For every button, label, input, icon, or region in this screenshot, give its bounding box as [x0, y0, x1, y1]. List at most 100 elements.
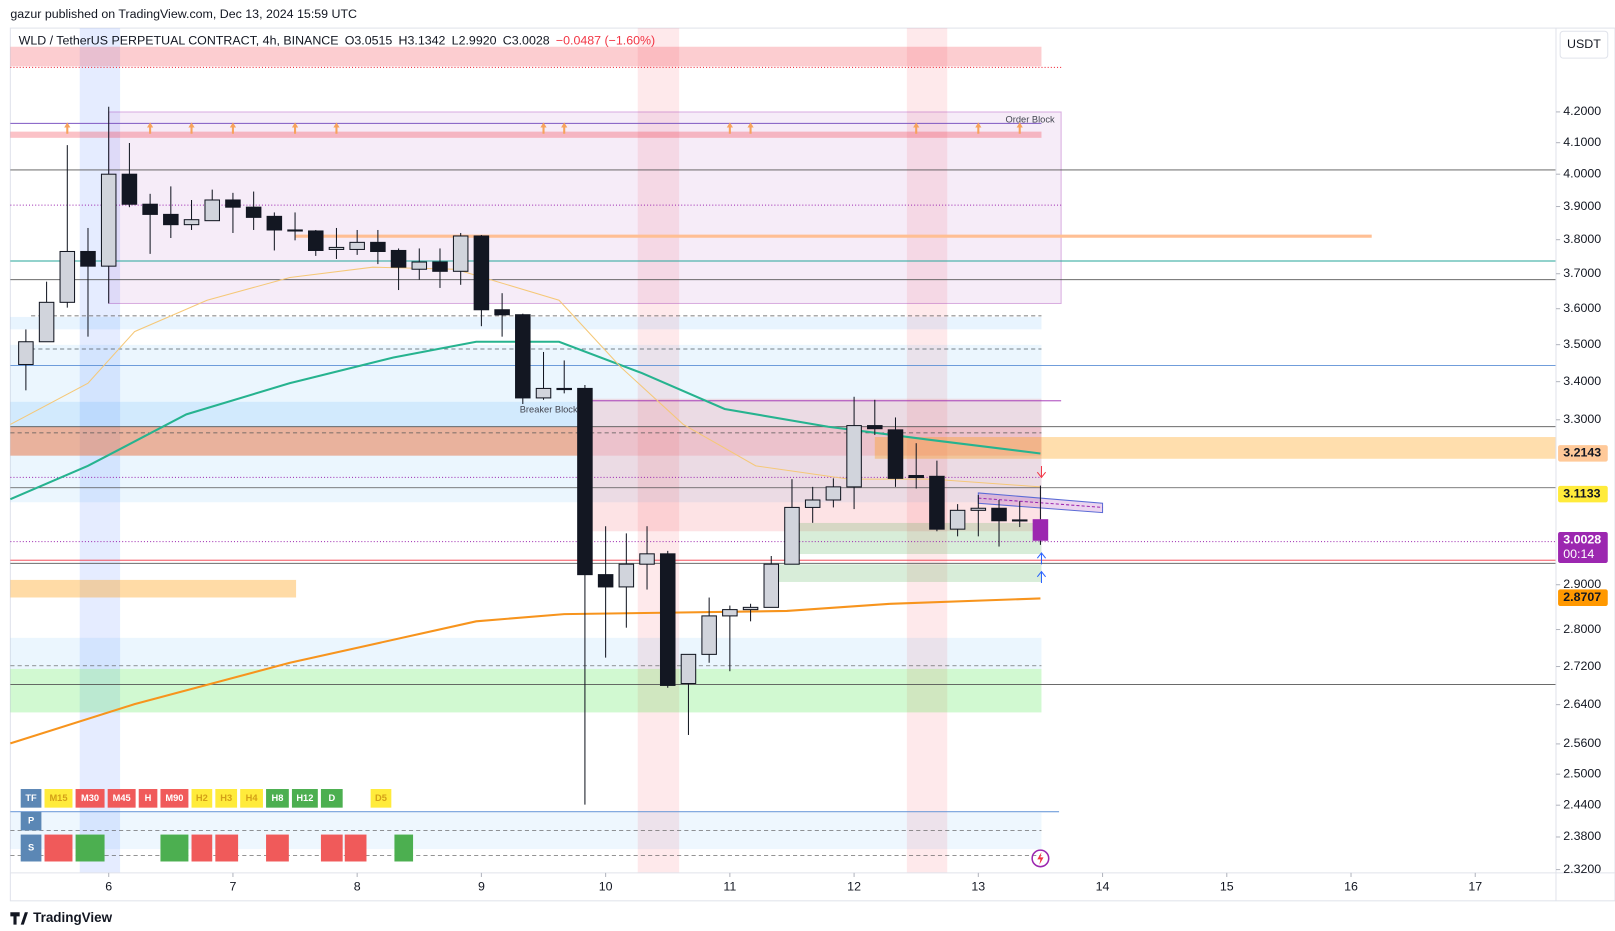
- tf-label: TF: [25, 793, 37, 803]
- tf-cell: [320, 789, 343, 808]
- tf-cell: [191, 789, 213, 808]
- candle-body: [825, 486, 842, 501]
- change: −0.0487 (−1.60%): [556, 34, 655, 48]
- annotation: Breaker Block: [520, 405, 578, 415]
- signal-cell: [44, 834, 73, 862]
- price-label-box: [1558, 531, 1608, 564]
- candle-body: [225, 199, 241, 208]
- candle-body: [639, 553, 655, 565]
- y-tick-label: 2.5600: [1563, 736, 1601, 750]
- close: C3.0028: [503, 34, 550, 48]
- zone: [10, 401, 585, 427]
- marker: [540, 122, 547, 134]
- candle-body: [59, 250, 76, 303]
- signal-cell: [344, 834, 367, 862]
- session-band: [906, 28, 948, 873]
- candle-body: [929, 475, 945, 530]
- arrow-up: [1036, 552, 1047, 584]
- marker: [64, 122, 71, 134]
- y-tick-label: 2.6400: [1563, 697, 1601, 711]
- marker: [726, 122, 733, 134]
- y-tick-label: 2.3200: [1563, 862, 1601, 876]
- candle-body: [577, 387, 593, 576]
- candle-body: [328, 246, 345, 250]
- signal-cell: [266, 834, 289, 862]
- tf-label: H4: [246, 793, 259, 803]
- icon-ring[interactable]: [1031, 849, 1050, 868]
- y-tick-label: 2.5000: [1563, 766, 1601, 780]
- tf-label: M45: [113, 793, 131, 803]
- tf-cell: [75, 789, 105, 808]
- price-label: 2.8707: [1563, 590, 1601, 604]
- price-label-box: [1558, 589, 1608, 606]
- tf-cell: [266, 789, 289, 808]
- candle-body: [204, 199, 220, 222]
- candle-body: [163, 213, 179, 226]
- zone: [10, 637, 1042, 669]
- marker: [229, 122, 237, 134]
- candle-body: [411, 261, 428, 270]
- candle-body: [142, 203, 158, 215]
- marker: [747, 122, 754, 134]
- candle-body: [597, 574, 614, 588]
- x-tick-label: 6: [105, 880, 112, 894]
- candle-body: [18, 341, 34, 366]
- candle-body: [763, 563, 780, 608]
- tf-cell: [107, 789, 136, 808]
- tf-label: H3: [220, 793, 232, 803]
- brand: TradingView: [33, 910, 112, 925]
- y-tick-label: 2.4400: [1563, 797, 1601, 811]
- candle-body: [784, 506, 800, 565]
- tf-cell: [370, 789, 392, 808]
- tf-label: D5: [375, 793, 387, 803]
- markers: [64, 122, 1023, 134]
- logo-icon: [10, 912, 28, 925]
- tf-cell: [291, 789, 318, 808]
- candle-body: [742, 606, 759, 611]
- marker: [913, 122, 920, 134]
- y-tick-label: 4.1000: [1563, 135, 1601, 149]
- zone: [10, 131, 1042, 138]
- y-tick-label: 2.3800: [1563, 829, 1601, 843]
- x-tick-label: 16: [1344, 880, 1358, 894]
- marker: [561, 122, 568, 134]
- candle-body: [701, 615, 717, 655]
- marker: [1016, 122, 1023, 134]
- marker: [188, 122, 195, 134]
- y-tick-label: 3.5000: [1563, 337, 1601, 351]
- tf-label: H12: [296, 793, 313, 803]
- candle-body: [121, 173, 138, 205]
- tf-cell: [44, 789, 73, 808]
- zone: [584, 426, 1042, 456]
- tf-label: H8: [272, 793, 284, 803]
- zone: [10, 579, 297, 598]
- x-tick-label: 14: [1096, 880, 1110, 894]
- order-block: [108, 111, 1062, 304]
- tf-row-label: P: [28, 816, 34, 826]
- candle-body: [370, 241, 386, 253]
- candle-body: [556, 387, 572, 391]
- candle-body: [183, 219, 200, 226]
- publisher: gazur published on TradingView.com, Dec …: [10, 7, 357, 21]
- candle-body: [908, 474, 924, 479]
- currency: USDT: [1567, 37, 1601, 51]
- tf-cell: [215, 789, 238, 808]
- candle-body: [38, 301, 55, 343]
- candle-body: [722, 609, 738, 617]
- frame: [9, 27, 1615, 902]
- currency-box[interactable]: [1559, 30, 1609, 59]
- signal-cell: [394, 834, 414, 862]
- candle-body: [1032, 519, 1049, 541]
- tf-cell: [160, 789, 189, 808]
- zone: [10, 46, 1042, 67]
- price-label: 3.0028: [1563, 533, 1601, 547]
- tf-cell: [138, 789, 158, 808]
- tf-cell: [20, 789, 42, 808]
- x-tick-label: 10: [599, 880, 613, 894]
- signal-cell: [191, 834, 213, 862]
- candle-body: [804, 499, 821, 508]
- zone: [10, 426, 585, 456]
- moving-average: [10, 597, 1041, 745]
- price-label-box: [1558, 445, 1608, 462]
